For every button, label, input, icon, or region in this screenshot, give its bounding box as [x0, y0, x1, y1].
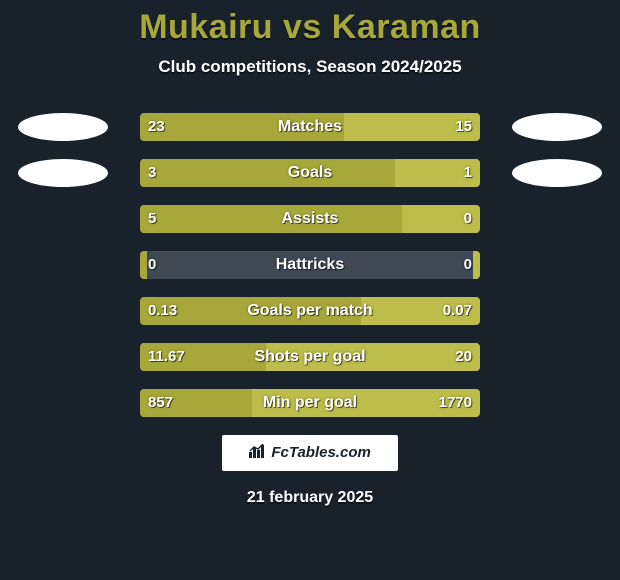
- chart-icon: [249, 444, 269, 461]
- stat-label: Assists: [140, 205, 480, 233]
- comparison-infographic: Mukairu vs Karaman Club competitions, Se…: [0, 0, 620, 580]
- stat-row: 11.6720Shots per goal: [0, 343, 620, 371]
- page-title: Mukairu vs Karaman: [0, 8, 620, 47]
- stat-label: Goals per match: [140, 297, 480, 325]
- stat-label: Matches: [140, 113, 480, 141]
- stat-row: 31Goals: [0, 159, 620, 187]
- stat-label: Min per goal: [140, 389, 480, 417]
- stat-label: Shots per goal: [140, 343, 480, 371]
- stat-row: 50Assists: [0, 205, 620, 233]
- date-label: 21 february 2025: [0, 489, 620, 507]
- fctables-label: FcTables.com: [271, 444, 370, 461]
- stat-row: 0.130.07Goals per match: [0, 297, 620, 325]
- fctables-badge: FcTables.com: [222, 435, 398, 471]
- stats-area: 2315Matches 31Goals 50Assists 00Hattricks 0.…: [0, 113, 620, 417]
- stat-row: 8571770Min per goal: [0, 389, 620, 417]
- stat-row: 00Hattricks: [0, 251, 620, 279]
- stat-label: Goals: [140, 159, 480, 187]
- stat-row: 2315Matches: [0, 113, 620, 141]
- subtitle: Club competitions, Season 2024/2025: [0, 57, 620, 77]
- stat-label: Hattricks: [140, 251, 480, 279]
